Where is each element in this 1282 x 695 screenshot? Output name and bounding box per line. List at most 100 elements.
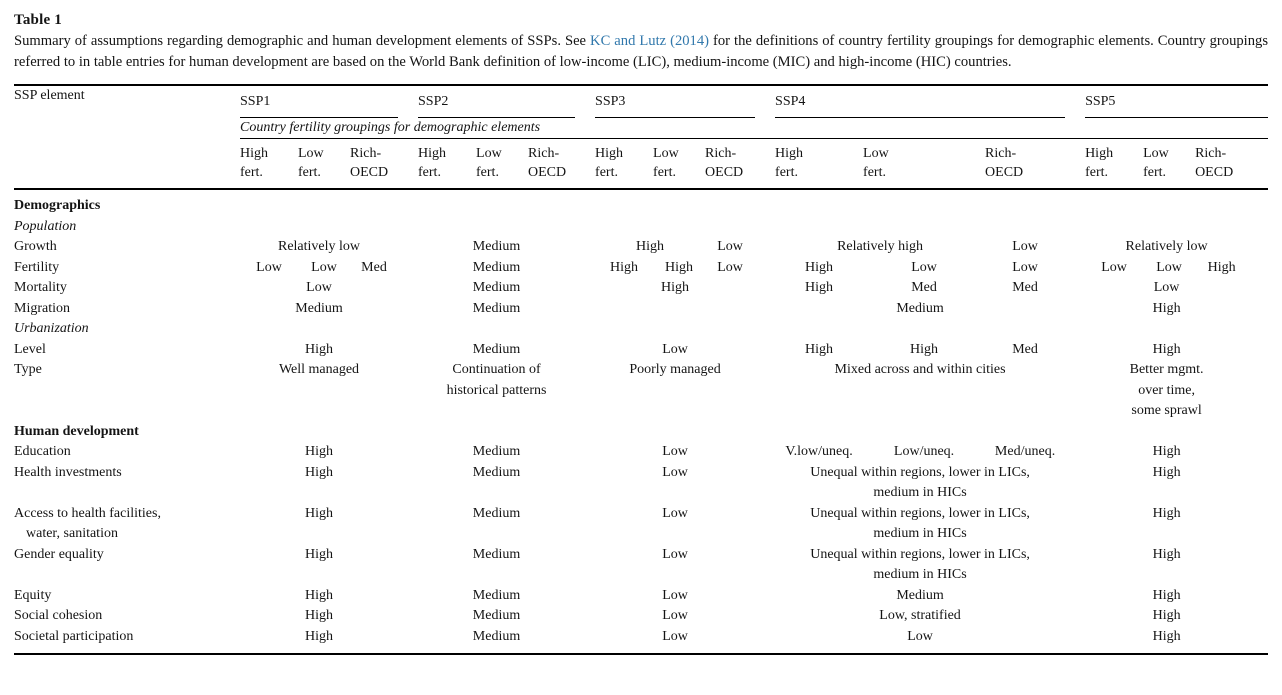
table-row: Population [14, 217, 1268, 238]
sub-header-rich-oecd: Rich- OECD [705, 138, 776, 190]
table-cell: High [305, 341, 333, 357]
table-cell: Unequal within regions, lower in LICs, m… [810, 505, 1030, 542]
table-cell: Low [1156, 259, 1182, 275]
row-label: Education [14, 444, 71, 459]
table-cell: V.low/uneq. [785, 444, 853, 459]
table-title: Table 1 [14, 12, 62, 28]
group-header-ssp5: SSP5 [1085, 85, 1269, 118]
table-row: Growth Relatively low Medium High Low Relativ… [14, 237, 1268, 258]
table-cell: Low [662, 341, 688, 357]
sub-header-low-fert: Low fert. [476, 138, 529, 190]
sub-header-rich-oecd: Rich- OECD [1195, 138, 1269, 190]
sub-header-high-fert: High fert. [1085, 138, 1144, 190]
table-row: Urbanization [14, 319, 1268, 340]
row-label: Level [14, 341, 46, 357]
span-note: Country fertility groupings for demograp… [240, 117, 1269, 139]
table-row: Education High Medium Low V.low/uneq. Low/une… [14, 442, 1268, 463]
table-cell: High [610, 259, 639, 275]
table-row: Type Well managed Continuation of historic… [14, 360, 1268, 422]
row-label: Type [14, 362, 42, 377]
table-cell: High [1085, 626, 1269, 655]
table-cell: Relatively high [837, 239, 924, 254]
row-label: Social cohesion [14, 608, 103, 623]
row-label: Access to health facilities, water, sani… [14, 505, 161, 542]
table-cell: Medium [472, 259, 521, 275]
table-body: Demographics Population Growth Relatively l… [14, 189, 1269, 655]
table-cell: Low [1101, 259, 1127, 275]
table-cell: Low [1153, 280, 1180, 295]
sub-header-low-fert: Low fert. [653, 138, 706, 190]
row-label: Societal participation [14, 626, 240, 655]
group-header-label: SSP2 [418, 92, 576, 118]
table-cell: High [665, 259, 694, 275]
table-cell: High [1207, 259, 1236, 275]
table-cell: Better mgmt. over time, some sprawl [1129, 362, 1204, 418]
citation-link[interactable]: KC and Lutz (2014) [590, 33, 710, 49]
paper-table-figure: Table 1 Summary of assumptions regarding… [14, 12, 1269, 655]
sub-header-high-fert: High fert. [595, 138, 654, 190]
group-header-label: SSP4 [775, 92, 1066, 118]
table-cell: Unequal within regions, lower in LICs, m… [810, 464, 1030, 501]
table-cell: Low [1012, 259, 1038, 275]
table-cell: Low [1012, 239, 1038, 254]
table-cell: Medium [295, 300, 343, 316]
sub-header-rich-oecd: Rich- OECD [350, 138, 419, 190]
row-label: Growth [14, 239, 57, 254]
table-cell [240, 189, 1268, 217]
table-cell: Medium [896, 587, 944, 603]
row-label: Gender equality [14, 546, 104, 562]
table-cell: Med [1012, 280, 1038, 295]
table-cell: High [1152, 464, 1181, 480]
table-cell: Medium [472, 546, 521, 562]
table-cell: High [1152, 444, 1181, 459]
table-cell: Poorly managed [629, 362, 721, 377]
group-header-ssp4: SSP4 [775, 85, 1085, 118]
table-cell: Low [911, 259, 937, 275]
table-row: Level High Medium Low High High Med High [14, 340, 1268, 361]
group-header-ssp1: SSP1 [240, 85, 418, 118]
table-row: Human development [14, 422, 1268, 443]
row-label: Mortality [14, 280, 67, 295]
table-cell [595, 299, 775, 320]
table-cell: High [805, 341, 834, 357]
table-cell: Medium [472, 444, 521, 459]
table-cell: Low [306, 280, 332, 295]
table-cell: Mixed across and within cities [834, 362, 1006, 377]
table-cell: Well managed [278, 362, 360, 377]
group-header-label: SSP5 [1085, 92, 1269, 118]
table-row: Social cohesion High Medium Low Low, stratif… [14, 606, 1268, 627]
group-header-label: SSP3 [595, 92, 756, 118]
sub-header-high-fert: High fert. [240, 138, 298, 190]
table-cell [240, 319, 1268, 340]
table-cell: Medium [896, 300, 944, 316]
table-row: Health investments High Medium Low Unequal w… [14, 463, 1268, 504]
table-cell: Medium [472, 341, 521, 357]
table-cell: High [305, 546, 333, 562]
table-cell [240, 217, 1268, 238]
corner-header: SSP element [14, 85, 240, 190]
table-row: Migration Medium Medium Medium High [14, 299, 1268, 320]
table-row: Mortality Low Medium High High Med Med Low [14, 278, 1268, 299]
table-cell: High [305, 444, 333, 459]
table-cell: Continuation of historical patterns [446, 362, 547, 398]
table-cell: High [805, 259, 834, 275]
table-cell: Med [911, 280, 937, 295]
table-cell: Medium [472, 239, 521, 254]
table-row: Fertility Low Low Med Medium High High Low High L… [14, 258, 1268, 279]
table-cell: Relatively low [277, 239, 361, 254]
row-label: Fertility [14, 259, 60, 275]
table-cell: High [661, 280, 690, 295]
table-cell: Medium [472, 608, 521, 623]
table-row: Societal participation High Medium Low Low Hi… [14, 626, 1269, 655]
caption-text: Summary of assumptions regarding demogra… [14, 31, 1268, 73]
table-cell: Medium [472, 300, 521, 316]
sub-header-high-fert: High fert. [418, 138, 477, 190]
table-cell [240, 422, 1268, 443]
row-label: Health investments [14, 464, 122, 480]
row-label: Urbanization [14, 321, 89, 336]
sub-header-row: High fert. Low fert. Rich- OECD High fer… [14, 138, 1269, 190]
group-header-ssp3: SSP3 [595, 85, 775, 118]
table-row: Gender equality High Medium Low Unequal with… [14, 545, 1268, 586]
table-caption: Table 1 Summary of assumptions regarding… [14, 12, 1268, 73]
table-row: Equity High Medium Low Medium High [14, 586, 1268, 607]
